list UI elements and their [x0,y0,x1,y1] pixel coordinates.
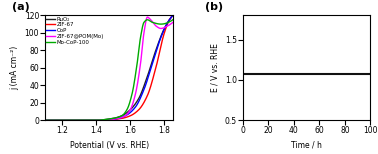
ZIF-67 [43,119,48,121]
Line: ZIF-67: ZIF-67 [45,15,173,120]
CoP [43,119,48,121]
ZIF-67 [121,117,125,119]
Line: ZIF-67@POM(Mo): ZIF-67@POM(Mo) [45,17,173,120]
Mo-CoP-100 [153,22,157,24]
Mo-CoP-100 [124,109,129,111]
Text: (a): (a) [12,2,30,12]
ZIF-67 [153,69,157,71]
Y-axis label: E / V vs. RHE: E / V vs. RHE [210,43,219,92]
RuO₂ [124,112,129,114]
ZIF-67@POM(Mo) [121,116,125,118]
Mo-CoP-100 [51,119,56,121]
CoP [51,119,56,121]
Mo-CoP-100 [170,19,175,21]
ZIF-67@POM(Mo) [170,21,175,23]
ZIF-67 [140,105,144,107]
ZIF-67 [51,119,56,121]
Line: Mo-CoP-100: Mo-CoP-100 [45,20,173,120]
ZIF-67 [124,116,129,118]
RuO₂ [140,90,144,92]
Mo-CoP-100 [117,116,122,118]
ZIF-67@POM(Mo) [117,117,122,119]
ZIF-67@POM(Mo) [124,114,129,116]
ZIF-67 [117,118,122,120]
RuO₂ [117,116,122,118]
RuO₂ [121,114,125,116]
Text: (b): (b) [205,2,223,12]
ZIF-67@POM(Mo) [43,119,48,121]
ZIF-67@POM(Mo) [51,119,56,121]
Mo-CoP-100 [140,28,144,30]
ZIF-67@POM(Mo) [145,16,150,18]
CoP [153,54,157,56]
RuO₂ [153,51,157,53]
Line: RuO₂: RuO₂ [45,15,173,120]
Mo-CoP-100 [121,114,125,116]
CoP [140,93,144,95]
CoP [124,114,129,116]
RuO₂ [43,119,48,121]
ZIF-67 [170,14,175,16]
Legend: RuO₂, ZIF-67, CoP, ZIF-67@POM(Mo), Mo-CoP-100: RuO₂, ZIF-67, CoP, ZIF-67@POM(Mo), Mo-Co… [46,16,104,45]
RuO₂ [170,14,175,16]
ZIF-67@POM(Mo) [153,24,158,26]
Mo-CoP-100 [43,119,48,121]
X-axis label: Time / h: Time / h [291,141,322,150]
X-axis label: Potential (V vs. RHE): Potential (V vs. RHE) [70,141,149,150]
Line: CoP: CoP [45,15,173,120]
CoP [170,14,175,16]
Y-axis label: j (mA cm⁻²): j (mA cm⁻²) [10,46,19,90]
CoP [121,116,125,118]
CoP [117,117,122,119]
RuO₂ [51,119,56,121]
ZIF-67@POM(Mo) [140,49,144,51]
